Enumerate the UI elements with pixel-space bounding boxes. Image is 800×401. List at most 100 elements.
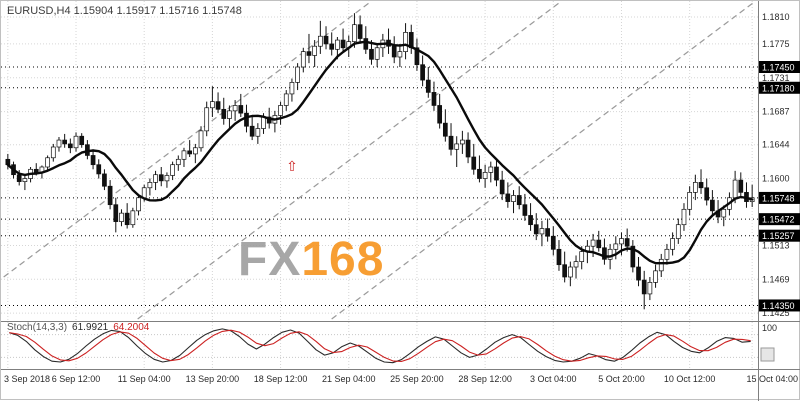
candle-body <box>73 135 79 149</box>
candle-body <box>613 243 619 250</box>
candle-body <box>465 139 471 158</box>
candle-body <box>647 282 653 295</box>
candle-body <box>420 64 425 81</box>
candle-body <box>698 182 704 189</box>
candle-body <box>249 125 255 137</box>
candle-body <box>90 155 96 166</box>
candle-body <box>124 212 130 226</box>
candle-body <box>545 228 550 237</box>
candle-body <box>494 166 499 181</box>
candle-body <box>403 32 408 52</box>
candle-body <box>289 82 295 95</box>
candle-body <box>391 45 397 58</box>
price-badge-bg <box>759 61 800 73</box>
candle-body <box>164 175 170 182</box>
candle-body <box>317 35 323 47</box>
candle-body <box>556 248 562 266</box>
stoch-axis-top-label: 100 <box>762 323 777 333</box>
price-badge-label: 1.14350 <box>762 301 795 311</box>
candle-body <box>238 105 244 114</box>
price-tick-label: 1.1731 <box>762 73 790 83</box>
candle-body <box>710 199 715 212</box>
candle-body <box>567 266 573 278</box>
candle-body <box>425 79 431 93</box>
trendline <box>137 2 560 320</box>
candle-body <box>107 185 113 206</box>
candle-body <box>562 264 568 278</box>
candle-body <box>738 179 744 193</box>
candle-body <box>448 135 454 150</box>
candle-body <box>352 24 357 42</box>
candle-body <box>471 156 477 170</box>
candle-body <box>175 158 181 166</box>
time-axis-label: 18 Sep 12:00 <box>254 374 308 384</box>
candle-body <box>113 204 119 222</box>
candle-body <box>687 192 693 210</box>
time-axis-label: 21 Sep 04:00 <box>322 374 376 384</box>
time-axis-label: 15 Oct 04:00 <box>746 374 798 384</box>
candle-body <box>312 45 318 56</box>
candle-body <box>636 266 641 281</box>
candle-body <box>158 174 164 182</box>
candle-body <box>511 195 516 202</box>
candle-body <box>516 195 522 206</box>
candle-body <box>181 150 187 160</box>
price-badge-label: 1.17450 <box>762 63 795 73</box>
price-badge-bg <box>759 299 800 312</box>
candle-body <box>198 130 204 149</box>
time-axis-label: 6 Sep 12:00 <box>52 374 101 384</box>
price-badge-label: 1.17180 <box>762 83 795 93</box>
price-badge-bg <box>759 213 800 226</box>
candle-body <box>153 174 158 183</box>
candle-body <box>692 182 698 193</box>
candle-body <box>522 204 528 216</box>
candle-body <box>278 105 283 116</box>
price-tick-label: 1.1469 <box>762 274 790 284</box>
candle-body <box>119 212 124 222</box>
candle-body <box>187 150 193 155</box>
candle-body <box>630 245 636 268</box>
candle-body <box>300 51 306 68</box>
candle-body <box>437 105 443 124</box>
candle-body <box>704 187 710 201</box>
price-tick-label: 1.1775 <box>762 39 790 49</box>
stoch-signal-line <box>9 329 751 363</box>
candle-body <box>67 143 73 149</box>
candle-body <box>215 101 221 110</box>
candle-body <box>79 135 85 146</box>
moving-average-line <box>6 40 754 265</box>
candle-body <box>192 147 198 155</box>
candle-body <box>414 47 420 66</box>
candle-body <box>33 168 39 173</box>
candle-body <box>460 139 465 145</box>
pane-scroll-button[interactable] <box>760 347 775 362</box>
candle-body <box>45 157 50 168</box>
candle-body <box>329 43 335 50</box>
candle-body <box>136 197 141 212</box>
price-badge-label: 1.15472 <box>762 215 795 225</box>
candle-body <box>454 143 460 150</box>
candle-body <box>62 139 68 145</box>
candle-body <box>340 39 346 49</box>
trendline <box>1 2 370 280</box>
candle-body <box>335 39 340 50</box>
candle-body <box>369 48 374 60</box>
up-arrow-icon: ⇧ <box>286 159 298 175</box>
price-badge-bg <box>759 191 800 204</box>
candle-body <box>357 24 363 39</box>
candle-body <box>141 187 147 199</box>
candle-body <box>130 210 136 226</box>
candle-body <box>323 35 329 45</box>
candle-body <box>363 38 369 50</box>
price-tick-label: 1.1425 <box>762 308 790 318</box>
candle-body <box>721 208 727 218</box>
candle-body <box>170 164 175 176</box>
candle-body <box>295 66 300 83</box>
candle-body <box>431 92 437 106</box>
candle-body <box>221 108 227 119</box>
time-axis-label: 5 Oct 20:00 <box>598 374 645 384</box>
candle-body <box>670 238 675 250</box>
candle-body <box>96 164 102 175</box>
